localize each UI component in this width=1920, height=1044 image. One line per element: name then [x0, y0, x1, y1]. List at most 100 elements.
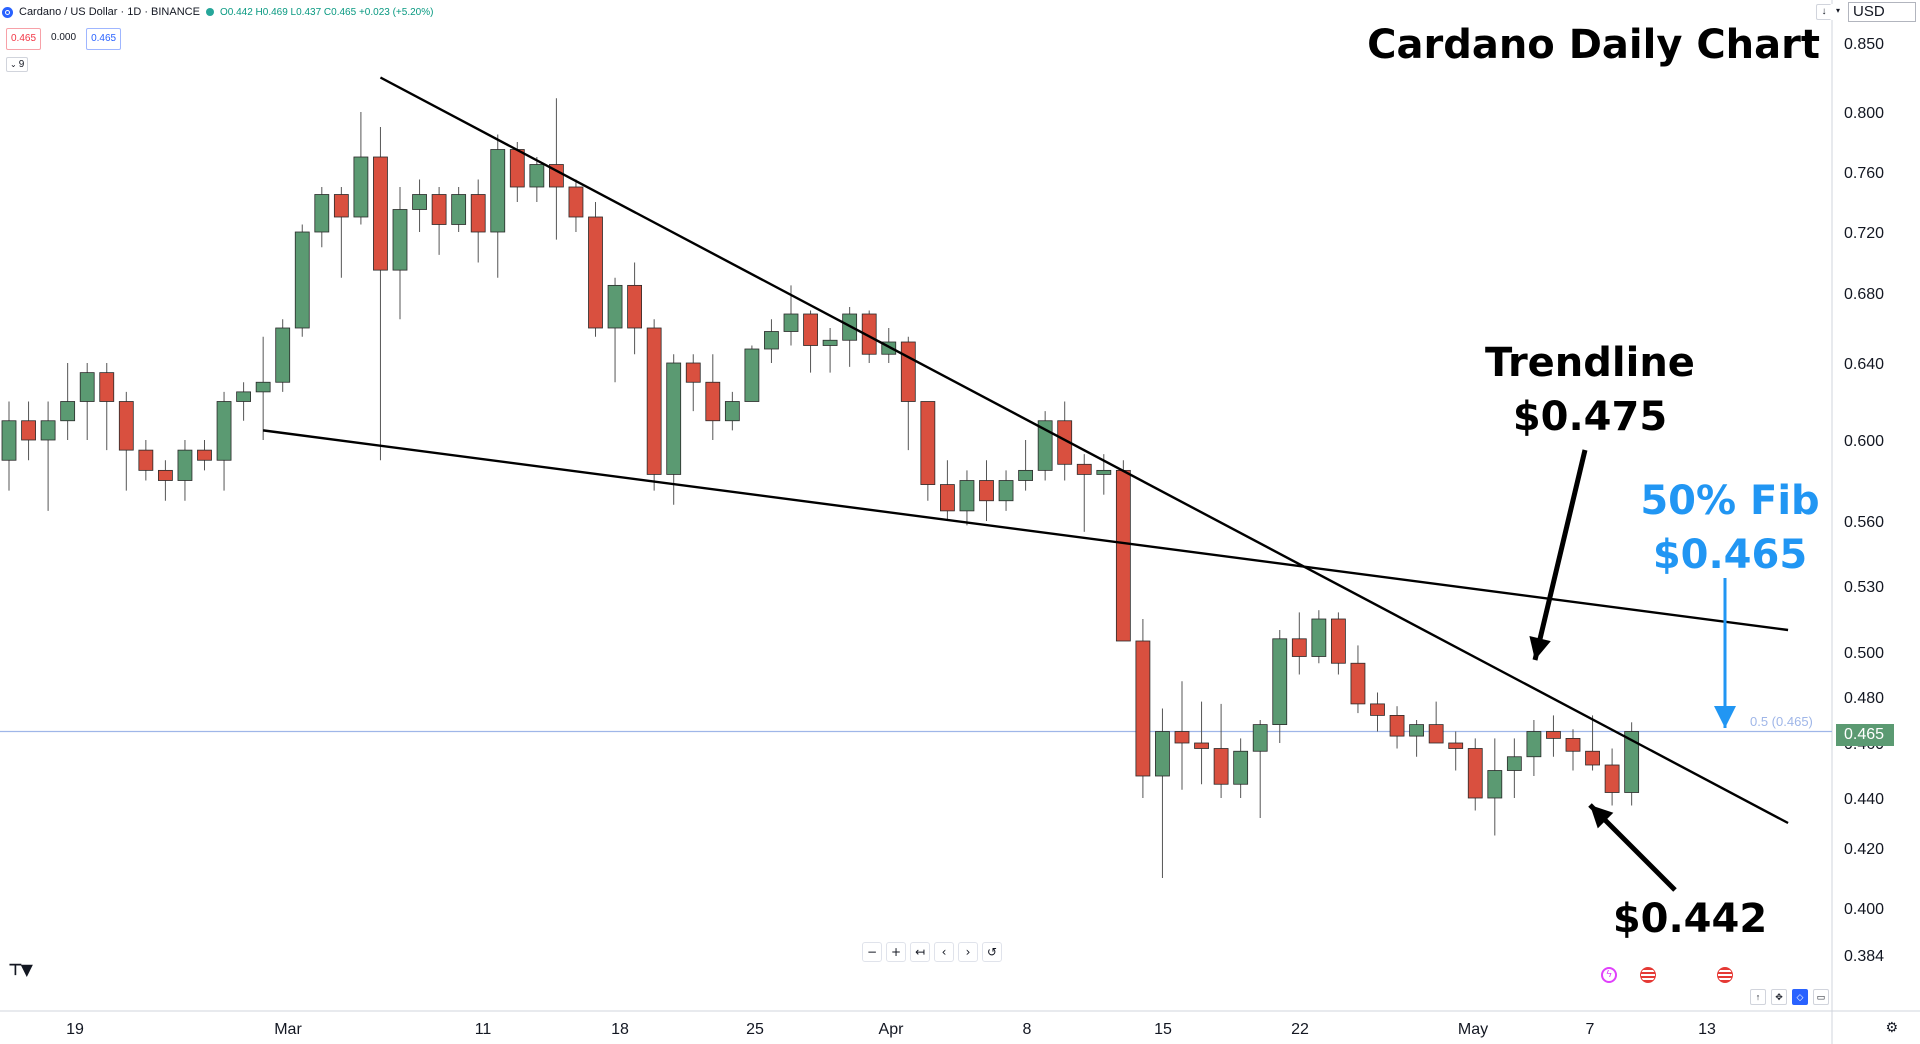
candle-body	[255, 381, 271, 393]
candle	[314, 187, 330, 248]
candle-body	[1604, 764, 1620, 793]
candle	[118, 391, 134, 491]
price-tick-label: 0.480	[1844, 690, 1884, 707]
candle-body	[979, 480, 994, 502]
lightning-event-icon[interactable]: ϟ	[1601, 967, 1617, 983]
drawing-layer	[262, 76, 1789, 892]
indicator-count: 9	[18, 59, 25, 70]
reset-chart-button[interactable]: ↺	[982, 942, 1002, 962]
zoom-in-button[interactable]: +	[886, 942, 906, 962]
time-tick-label: 13	[1698, 1021, 1716, 1038]
chart-nav-bar: − + ↤ ‹ › ↺	[862, 942, 1002, 962]
candle-body	[1233, 750, 1249, 785]
currency-selector[interactable]: USD	[1848, 2, 1916, 22]
time-tick-label: 11	[475, 1021, 492, 1038]
us-flag-event-icon-2[interactable]	[1717, 967, 1733, 983]
zoom-out-button[interactable]: −	[862, 942, 882, 962]
time-tick-label: 19	[66, 1021, 84, 1038]
scroll-left-button[interactable]: ‹	[934, 942, 954, 962]
symbol-header: Cardano / US Dollar · 1D · BINANCE O0.44…	[2, 2, 433, 22]
candle	[79, 363, 95, 440]
gear-icon[interactable]: ⚙	[1885, 1020, 1898, 1036]
candle	[568, 179, 584, 232]
candle	[1467, 738, 1483, 811]
indicator-toggle[interactable]: ⌄ 9	[6, 57, 29, 72]
time-tick-label: Mar	[274, 1021, 302, 1038]
move-icon[interactable]: ✥	[1771, 989, 1787, 1005]
us-flag-event-icon[interactable]	[1640, 967, 1656, 983]
candle	[1409, 720, 1424, 757]
descending-trendline[interactable]	[379, 76, 1789, 825]
candle-body	[1409, 724, 1424, 737]
candle	[333, 187, 349, 278]
arrow-up-icon[interactable]: ↑	[1750, 989, 1766, 1005]
candle	[1311, 610, 1327, 664]
fib-label: 50% Fib	[1640, 478, 1820, 524]
candle-body	[509, 149, 525, 188]
auto-scale-icon[interactable]: ◇	[1792, 989, 1808, 1005]
candle	[197, 440, 212, 471]
last-price-tag: 0.465	[1836, 724, 1894, 746]
arrow-down-icon[interactable]: ↓	[1816, 4, 1832, 20]
candle	[1, 401, 17, 491]
cardano-logo-icon	[2, 6, 13, 18]
low-price-arrow	[1588, 803, 1677, 892]
candle-body	[275, 327, 291, 383]
candle	[1213, 703, 1229, 798]
tradingview-logo-icon[interactable]: ⊤▼	[8, 960, 33, 979]
candle-body	[177, 449, 193, 481]
trendline-arrow-shaft	[1532, 449, 1588, 661]
candle	[255, 336, 271, 440]
candle-body	[216, 401, 232, 461]
order-chips: 0.465 0.000 0.465	[6, 28, 122, 50]
spread-value: 0.000	[47, 28, 81, 48]
time-tick-label: 18	[611, 1021, 629, 1038]
candle	[138, 440, 154, 481]
price-tick-label: 0.560	[1844, 514, 1884, 531]
candle	[920, 401, 936, 501]
trendline-price: $0.475	[1512, 394, 1668, 440]
candle-body	[1037, 420, 1053, 471]
candle-body	[998, 480, 1014, 502]
chart-title: Cardano Daily Chart	[1367, 22, 1820, 68]
candle-body	[627, 284, 642, 329]
fullscreen-icon[interactable]: ▭	[1813, 989, 1829, 1005]
candle-body	[60, 401, 76, 422]
scroll-to-start-button[interactable]: ↤	[910, 942, 930, 962]
buy-button[interactable]: 0.465	[86, 28, 122, 50]
candle-body	[529, 164, 545, 188]
fib-price: $0.465	[1652, 532, 1808, 578]
candle	[1428, 701, 1444, 744]
candle	[1331, 612, 1346, 675]
time-axis[interactable]: 19 Mar 11 18 25 Apr 8 15 22 May 7 13	[66, 1021, 1716, 1038]
candle-body	[21, 420, 36, 441]
candle	[490, 134, 506, 278]
lower-channel-trendline[interactable]	[262, 429, 1789, 632]
candle-body	[783, 313, 799, 332]
candle	[1194, 701, 1209, 785]
candle-body	[99, 372, 115, 402]
candle-body	[1428, 724, 1444, 744]
low-price-arrow-head	[1590, 805, 1614, 829]
candle	[353, 112, 369, 225]
sell-button[interactable]: 0.465	[6, 28, 42, 50]
price-tick-label: 0.680	[1844, 286, 1884, 303]
candle-body	[803, 313, 818, 346]
candle	[1135, 619, 1151, 798]
scroll-right-button[interactable]: ›	[958, 942, 978, 962]
candle	[294, 224, 310, 337]
more-icon[interactable]: ▾	[1830, 4, 1846, 20]
candle	[607, 277, 623, 383]
candle-body	[1370, 703, 1385, 716]
candle-body	[1311, 618, 1327, 657]
candle-body	[861, 313, 877, 355]
candle-body	[724, 401, 740, 422]
candle	[822, 328, 838, 373]
candle-body	[118, 401, 134, 451]
fib-arrow	[1714, 578, 1736, 728]
candle-body	[1096, 469, 1112, 475]
symbol-title[interactable]: Cardano / US Dollar · 1D · BINANCE	[19, 6, 200, 18]
candle-body	[1213, 748, 1229, 785]
candle-body	[1155, 731, 1170, 777]
